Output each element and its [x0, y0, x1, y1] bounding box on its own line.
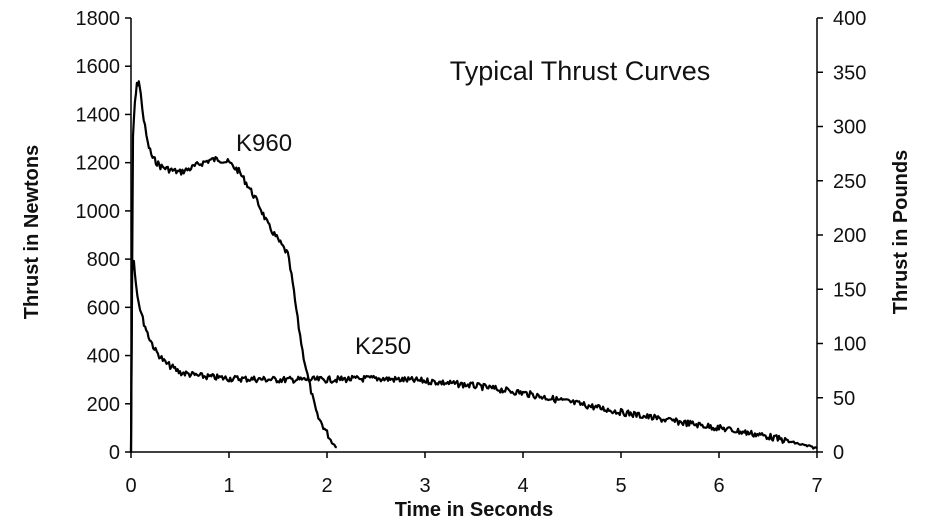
left-y-tick-label: 200: [87, 394, 120, 416]
x-ticks: 0 1 2 3 4 5 6 7: [125, 452, 823, 497]
x-tick-label: 6: [713, 475, 724, 497]
right-y-tick-label: 200: [833, 225, 866, 247]
x-axis-title: Time in Seconds: [395, 499, 554, 519]
x-tick-label: 0: [125, 475, 136, 497]
series-line-k250: [129, 259, 818, 453]
x-tick-label: 5: [615, 475, 626, 497]
x-tick-label: 7: [811, 475, 822, 497]
right-y-tick-label: 400: [833, 8, 866, 30]
right-y-tick-label: 0: [833, 442, 844, 464]
left-y-tick-label: 1800: [76, 8, 121, 30]
left-y-ticks: 0 200 400 600 800 1000 1200 1400 1600 1800: [76, 8, 131, 464]
right-y-tick-label: 150: [833, 279, 866, 301]
left-y-tick-label: 1200: [76, 153, 121, 175]
right-y-tick-label: 350: [833, 62, 866, 84]
left-y-tick-label: 800: [87, 249, 120, 271]
series-label-k250: K250: [355, 333, 411, 360]
right-y-ticks: 0 50 100 150 200 250 300 350 400: [817, 8, 866, 464]
left-axis-title: Thrust in Newtons: [21, 145, 43, 319]
right-y-tick-label: 300: [833, 117, 866, 139]
x-tick-label: 4: [517, 475, 528, 497]
series-line-k960: [129, 80, 337, 453]
x-tick-label: 1: [223, 475, 234, 497]
right-y-tick-label: 50: [833, 388, 855, 410]
left-y-tick-label: 600: [87, 297, 120, 319]
left-y-tick-label: 1400: [76, 104, 121, 126]
x-tick-label: 2: [321, 475, 332, 497]
left-y-tick-label: 1600: [76, 56, 121, 78]
x-tick-label: 3: [419, 475, 430, 497]
left-y-tick-label: 1000: [76, 201, 121, 223]
plot-area: [129, 80, 818, 453]
right-axis-title: Thrust in Pounds: [890, 150, 912, 314]
series-label-k960: K960: [236, 130, 292, 157]
left-y-tick-label: 0: [109, 442, 120, 464]
left-y-tick-label: 400: [87, 346, 120, 368]
chart-title: Typical Thrust Curves: [450, 56, 711, 86]
right-y-tick-label: 100: [833, 334, 866, 356]
right-y-tick-label: 250: [833, 171, 866, 193]
